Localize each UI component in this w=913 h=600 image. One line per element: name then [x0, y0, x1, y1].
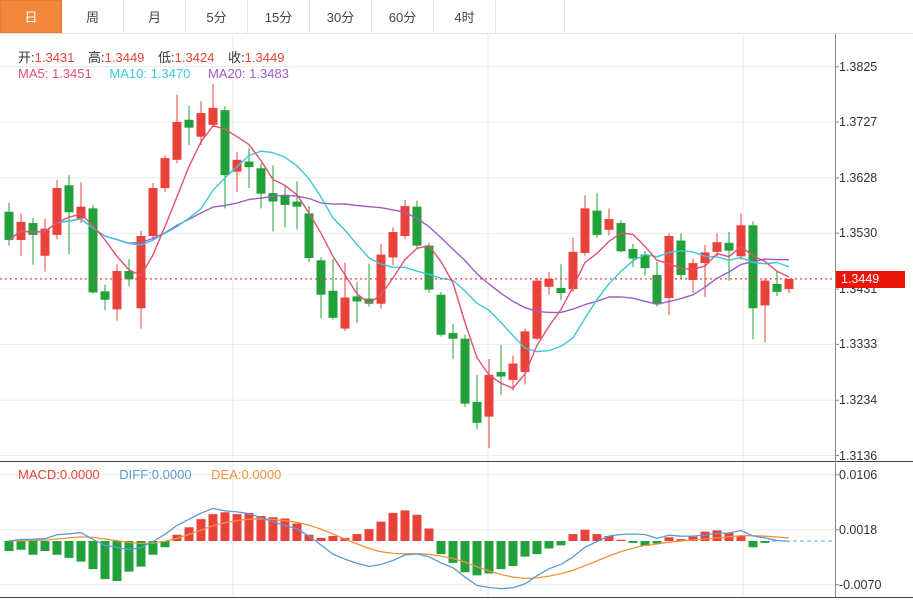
- tab-30min[interactable]: 30分: [310, 0, 372, 33]
- interval-tabbar: 日 周 月 5分 15分 30分 60分 4时: [0, 0, 913, 34]
- tab-4hour[interactable]: 4时: [434, 0, 496, 33]
- tab-monthly[interactable]: 月: [124, 0, 186, 33]
- tab-weekly[interactable]: 周: [62, 0, 124, 33]
- tab-daily[interactable]: 日: [0, 0, 62, 33]
- tab-15min[interactable]: 15分: [248, 0, 310, 33]
- tabbar-filler: [496, 0, 565, 33]
- tab-5min[interactable]: 5分: [186, 0, 248, 33]
- last-price-badge: 1.3449: [836, 271, 905, 288]
- tab-60min[interactable]: 60分: [372, 0, 434, 33]
